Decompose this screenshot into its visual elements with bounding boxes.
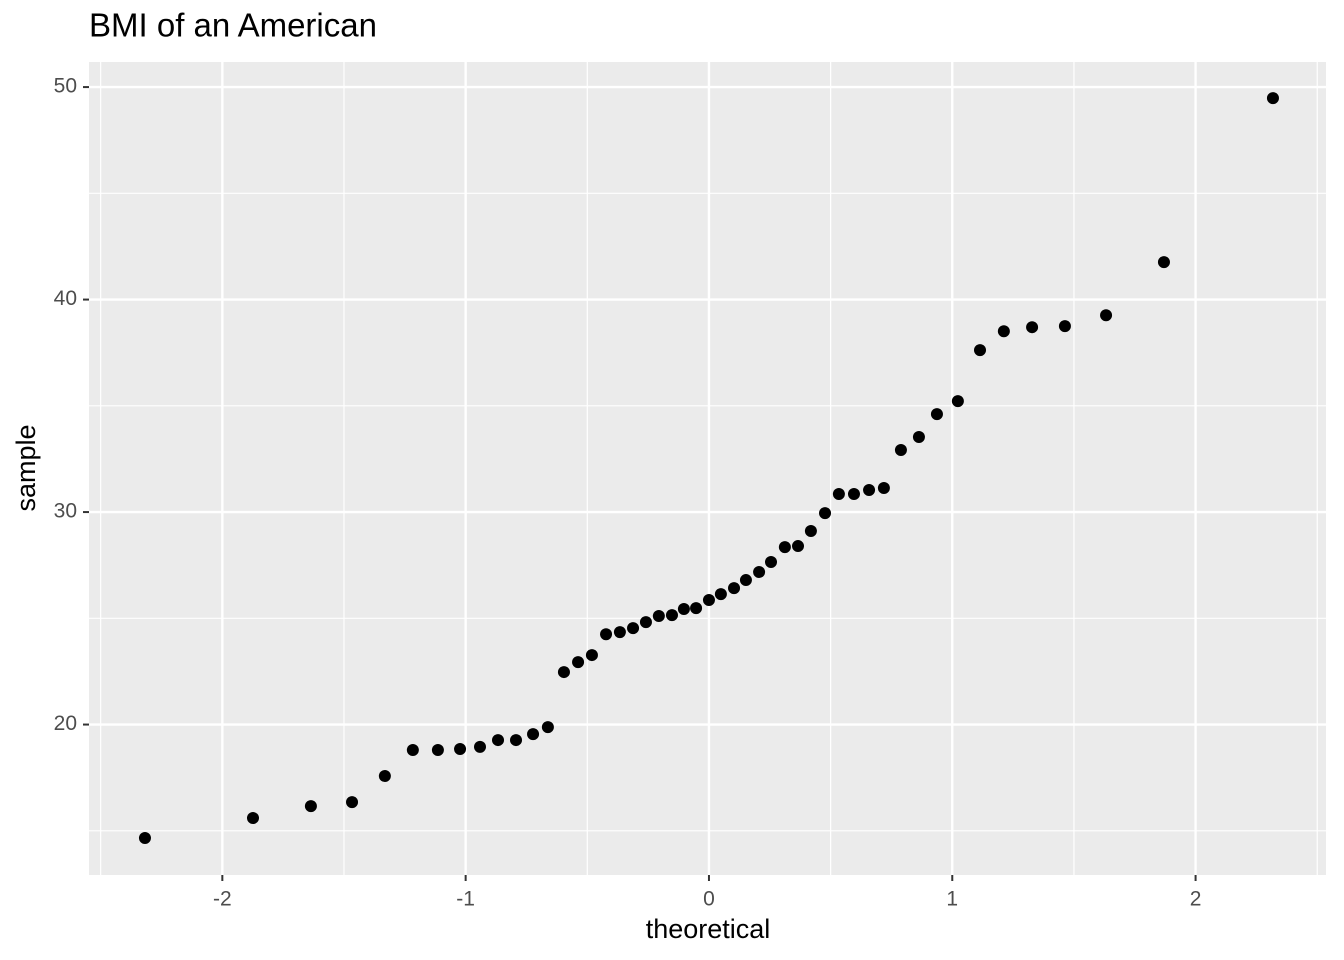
- x-axis-label: theoretical: [646, 914, 771, 944]
- point: [431, 744, 444, 757]
- point: [600, 628, 613, 641]
- point: [765, 555, 778, 568]
- point: [778, 541, 791, 554]
- point: [541, 721, 554, 734]
- point: [246, 812, 259, 825]
- point: [1100, 309, 1113, 322]
- y-axis-label: sample: [11, 424, 41, 511]
- point: [510, 734, 523, 747]
- point: [527, 728, 540, 741]
- point: [804, 524, 817, 537]
- point: [138, 832, 151, 845]
- point: [739, 574, 752, 587]
- point: [847, 487, 860, 500]
- x-tick-label: -2: [213, 888, 232, 911]
- point: [728, 582, 741, 595]
- x-tick-label: 2: [1190, 888, 1202, 911]
- point: [1058, 320, 1071, 333]
- point: [1157, 256, 1170, 269]
- point: [974, 344, 987, 357]
- point: [585, 649, 598, 662]
- x-tick-label: -1: [456, 888, 475, 911]
- point: [557, 666, 570, 679]
- point: [792, 540, 805, 553]
- point: [613, 626, 626, 639]
- point: [1266, 92, 1279, 105]
- point: [378, 769, 391, 782]
- point: [346, 796, 359, 809]
- point: [997, 325, 1010, 338]
- point: [677, 602, 690, 615]
- point: [492, 734, 505, 747]
- x-tick-label: 1: [946, 888, 958, 911]
- point: [951, 395, 964, 408]
- point: [1026, 321, 1039, 334]
- point: [665, 609, 678, 622]
- point: [690, 602, 703, 615]
- point: [912, 431, 925, 444]
- chart-title: BMI of an American: [89, 7, 377, 44]
- point: [639, 616, 652, 629]
- y-tick-label: 50: [54, 75, 77, 98]
- point: [474, 740, 487, 753]
- point: [406, 744, 419, 757]
- y-tick-label: 30: [54, 500, 77, 523]
- point: [702, 594, 715, 607]
- point: [863, 483, 876, 496]
- point: [753, 565, 766, 578]
- point: [627, 622, 640, 635]
- plot-panel: [89, 62, 1326, 875]
- x-tick-label: 0: [703, 888, 715, 911]
- point: [877, 482, 890, 495]
- y-tick-label: 20: [54, 712, 77, 735]
- point: [572, 656, 585, 669]
- point: [454, 742, 467, 755]
- point: [894, 444, 907, 457]
- point: [652, 609, 665, 622]
- y-tick-label: 40: [54, 287, 77, 310]
- point: [832, 487, 845, 500]
- point: [930, 408, 943, 421]
- point: [304, 800, 317, 813]
- point: [819, 507, 832, 520]
- point: [714, 588, 727, 601]
